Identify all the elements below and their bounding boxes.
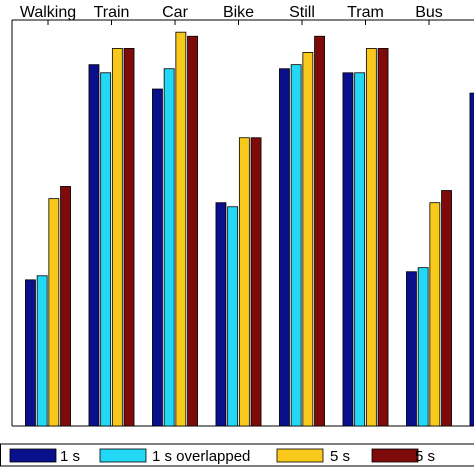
bar: [152, 88, 163, 427]
legend-swatch: [9, 448, 57, 463]
bar: [163, 68, 175, 427]
bar: [469, 92, 474, 427]
bar: [406, 271, 417, 427]
category-label: Bike: [223, 4, 254, 21]
legend-label: 1 s: [60, 448, 80, 465]
bar: [60, 186, 71, 427]
bar: [354, 72, 366, 427]
bar: [377, 48, 389, 427]
bar: [100, 72, 112, 427]
category-label: Bus: [415, 4, 443, 21]
category-label: Train: [94, 4, 130, 21]
legend-label: 1 s overlapped: [152, 448, 250, 465]
bar: [429, 202, 441, 427]
bar: [279, 68, 290, 427]
bar: [290, 64, 302, 427]
category-label: Tram: [347, 4, 384, 21]
bar: [238, 137, 250, 427]
bar: [417, 267, 429, 427]
bar: [215, 202, 227, 427]
bar: [314, 35, 325, 427]
legend-swatch: [276, 448, 324, 463]
bar: [250, 137, 262, 427]
bar: [187, 35, 198, 427]
bar: [111, 48, 123, 427]
legend-swatch: [99, 448, 147, 463]
bar: [36, 275, 48, 427]
legend-label: 5 s: [330, 448, 350, 465]
bar: [25, 279, 36, 427]
bar: [342, 72, 354, 427]
legend-label: 5 s: [415, 448, 435, 465]
category-label: Still: [289, 4, 315, 21]
bar: [365, 48, 377, 427]
legend-swatch: [371, 448, 419, 463]
bar: [441, 190, 452, 427]
category-label: Walking: [20, 4, 76, 21]
bar: [48, 198, 60, 427]
category-label: Car: [162, 4, 188, 21]
bar: [227, 206, 239, 427]
bar: [88, 64, 100, 427]
bar: [175, 31, 187, 427]
bar: [123, 48, 135, 427]
bar: [302, 52, 314, 427]
